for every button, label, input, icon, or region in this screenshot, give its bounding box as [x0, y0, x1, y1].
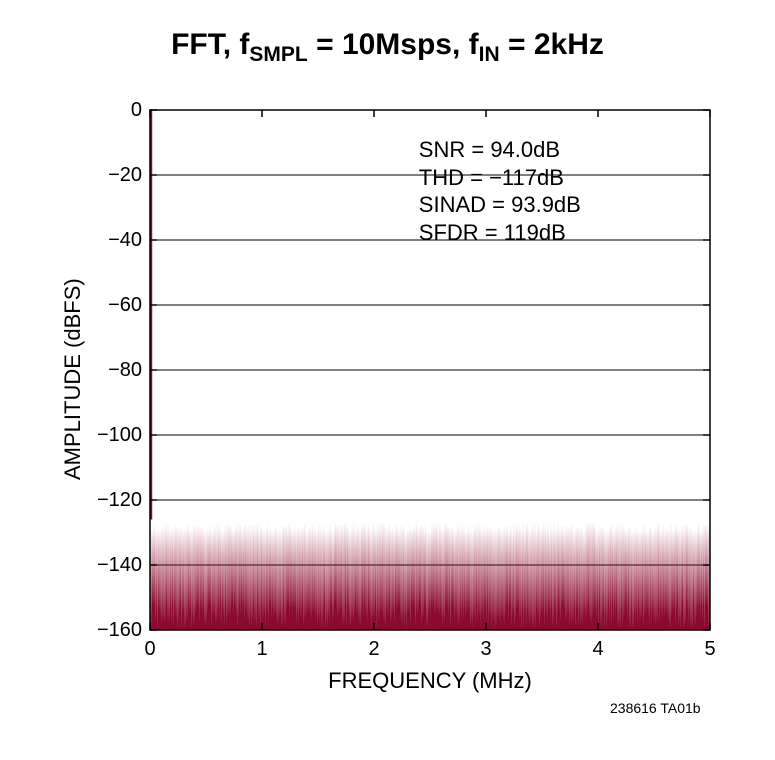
- x-tick-label: 3: [466, 638, 506, 661]
- x-axis-label: FREQUENCY (MHz): [150, 668, 710, 694]
- x-tick-label: 0: [130, 638, 170, 661]
- y-tick-label: −100: [82, 424, 142, 447]
- y-tick-label: −20: [82, 164, 142, 187]
- y-tick-label: 0: [82, 99, 142, 122]
- y-tick-label: −80: [82, 359, 142, 382]
- metric-line: SFDR = 119dB: [419, 219, 581, 247]
- x-tick-label: 1: [242, 638, 282, 661]
- y-tick-label: −120: [82, 489, 142, 512]
- metric-line: SNR = 94.0dB: [419, 136, 581, 164]
- figure-id: 238616 TA01b: [610, 700, 701, 716]
- y-tick-label: −140: [82, 554, 142, 577]
- metric-line: THD = −117dB: [419, 164, 581, 192]
- y-tick-label: −40: [82, 229, 142, 252]
- x-tick-label: 4: [578, 638, 618, 661]
- metrics-annotation: SNR = 94.0dBTHD = −117dBSINAD = 93.9dBSF…: [419, 136, 581, 246]
- x-tick-label: 5: [690, 638, 730, 661]
- chart-stage: FFT, fSMPL = 10Msps, fIN = 2kHz AMPLITUD…: [0, 0, 775, 760]
- y-tick-label: −60: [82, 294, 142, 317]
- metric-line: SINAD = 93.9dB: [419, 191, 581, 219]
- x-tick-label: 2: [354, 638, 394, 661]
